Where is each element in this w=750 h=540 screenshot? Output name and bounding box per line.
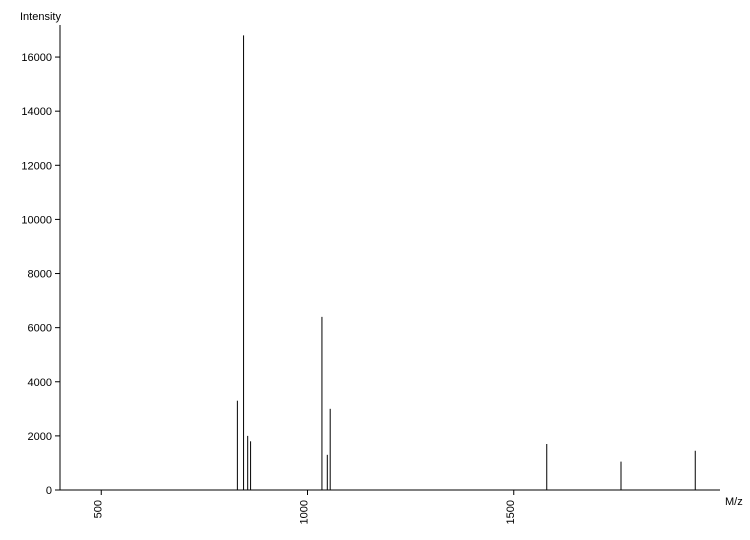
y-tick-label: 0	[46, 485, 52, 497]
y-tick-label: 4000	[28, 377, 52, 389]
x-tick-label: 500	[92, 500, 104, 518]
x-tick-label: 1500	[505, 500, 517, 524]
y-tick-label: 14000	[21, 106, 52, 118]
y-tick-label: 2000	[28, 431, 52, 443]
y-tick-label: 12000	[21, 160, 52, 172]
y-axis-label: Intensity	[20, 11, 61, 23]
y-tick-label: 16000	[21, 52, 52, 64]
spectrum-svg: 0 2000 4000 6000 8000 10000 12000 14000 16000 500…	[0, 0, 750, 540]
y-tick-label: 10000	[21, 214, 52, 226]
y-tick-label: 6000	[28, 323, 52, 335]
mass-spectrum-chart: 0 2000 4000 6000 8000 10000 12000 14000 16000 500…	[0, 0, 750, 540]
x-tick-label: 1000	[299, 500, 311, 524]
x-axis-label: M/z	[725, 496, 743, 508]
y-tick-label: 8000	[28, 269, 52, 281]
